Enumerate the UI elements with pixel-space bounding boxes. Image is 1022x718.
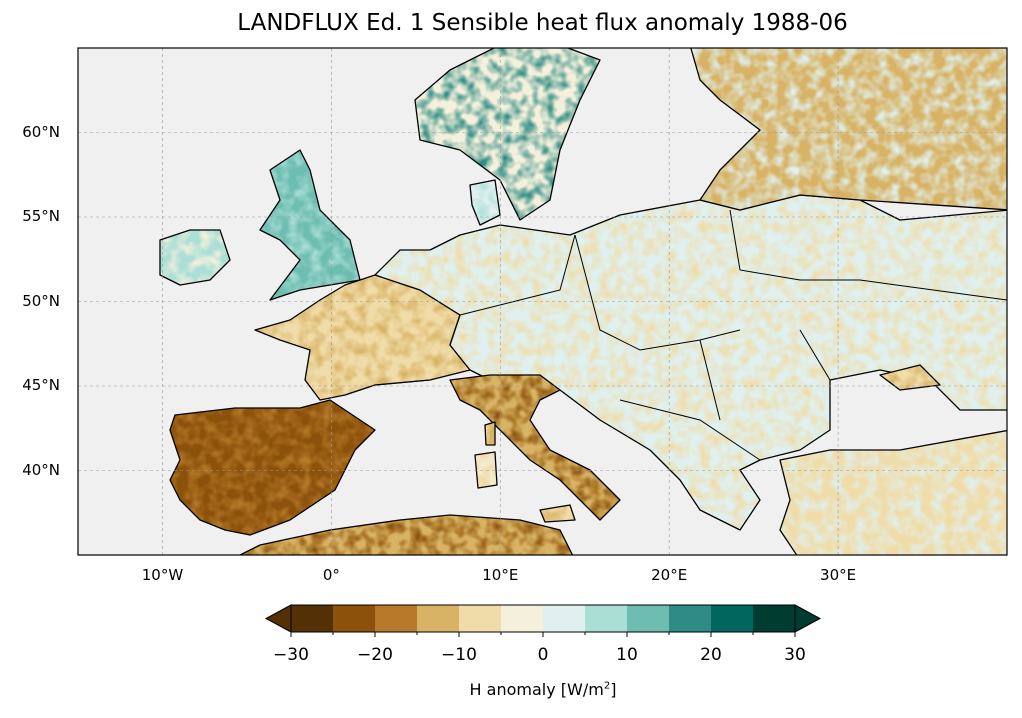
colorbar-segment — [459, 605, 502, 632]
landmass-north-africa — [238, 514, 574, 555]
colorbar-extend-min — [264, 604, 292, 633]
landmass-great-britain — [259, 149, 361, 301]
landmass-france — [254, 274, 471, 401]
country-border — [799, 329, 831, 381]
colorbar-tick-label: 30 — [784, 645, 806, 665]
colorbar-tick-label: 10 — [616, 645, 638, 665]
lat-tick-label: 40°N — [22, 460, 60, 479]
country-border — [459, 234, 576, 316]
landmass-corsica — [484, 421, 496, 446]
colorbar-label: H anomaly [W/m2] — [469, 680, 617, 699]
country-border — [699, 339, 721, 421]
colorbar-segment — [753, 605, 796, 632]
colorbar-tick-label: 0 — [537, 645, 549, 665]
colorbar-tick-label: −10 — [441, 645, 477, 665]
colorbar-tick-label: −30 — [273, 645, 309, 665]
colorbar-extend-max — [794, 604, 822, 633]
country-border — [729, 209, 1007, 301]
lat-tick-label: 60°N — [22, 122, 60, 141]
map-frame — [77, 47, 1008, 556]
colorbar-segment — [501, 605, 544, 632]
colorbar-segment — [333, 605, 376, 632]
lon-tick-label: 0° — [322, 566, 340, 584]
landmass-scandinavia — [414, 48, 601, 221]
chart-title: LANDFLUX Ed. 1 Sensible heat flux anomal… — [237, 10, 848, 36]
colorbar — [264, 604, 822, 637]
lon-tick-label: 30°E — [820, 566, 857, 584]
country-border — [619, 399, 761, 461]
lat-tick-label: 50°N — [22, 291, 60, 310]
landmass-ireland — [159, 229, 231, 286]
landmass-crimea — [879, 364, 941, 391]
colorbar-segment — [669, 605, 712, 632]
landmass-finland-russia — [690, 48, 1007, 211]
landmass-denmark — [469, 179, 501, 226]
colorbar-segment — [627, 605, 670, 632]
landmass-turkey — [779, 429, 1007, 555]
lon-tick-label: 10°W — [141, 566, 184, 584]
colorbar-segment — [417, 605, 460, 632]
gridlines — [78, 48, 1007, 555]
landmass-sardinia — [474, 451, 498, 489]
colorbar-segment — [543, 605, 586, 632]
colorbar-segment — [711, 605, 754, 632]
lat-tick-label: 45°N — [22, 376, 60, 394]
colorbar-segment — [585, 605, 628, 632]
lon-tick-label: 10°E — [482, 566, 519, 584]
country-border — [574, 234, 741, 351]
landmass-iberia — [169, 399, 376, 536]
colorbar-segment — [291, 605, 334, 632]
land-layer — [159, 48, 1007, 555]
colorbar-tick-label: 20 — [700, 645, 722, 665]
colorbar-tick-label: −20 — [357, 645, 393, 665]
lon-tick-label: 20°E — [651, 566, 688, 584]
landmass-sicily — [539, 504, 576, 523]
country-border — [344, 379, 431, 396]
lat-tick-label: 55°N — [22, 207, 60, 225]
colorbar-segment — [375, 605, 418, 632]
